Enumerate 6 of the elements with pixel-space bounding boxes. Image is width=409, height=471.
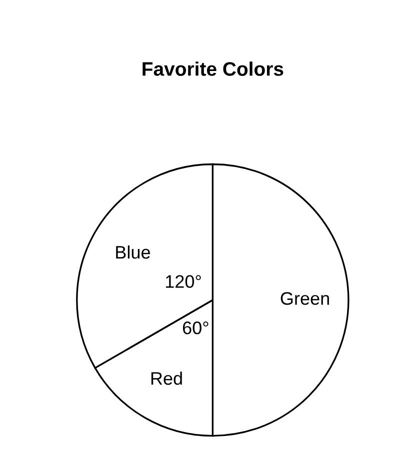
slice-label: Red bbox=[151, 372, 182, 385]
data-label: 60° bbox=[182, 321, 208, 334]
data-label: 120° bbox=[166, 275, 201, 288]
slice-label: Blue bbox=[116, 245, 150, 259]
slice-label: Green bbox=[280, 292, 329, 305]
chart-title: Favorite Colors bbox=[142, 62, 284, 76]
